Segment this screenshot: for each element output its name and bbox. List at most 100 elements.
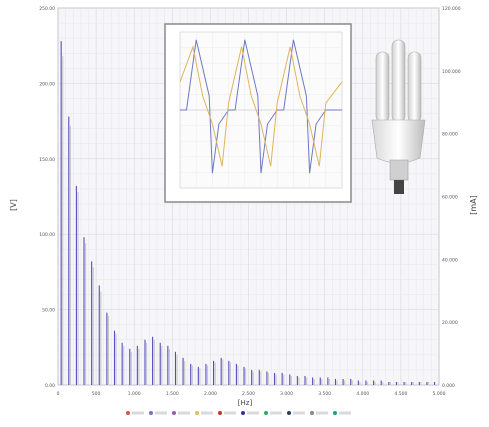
cfl-bulb-icon (371, 39, 426, 194)
y-tick-label-left: 0.00 (45, 383, 55, 389)
bar-series-2 (176, 354, 178, 385)
bar-series-1 (258, 369, 260, 385)
bar-series-2 (168, 348, 170, 385)
bar-series-2 (252, 371, 254, 385)
bar-series-2 (374, 381, 376, 385)
bar-series-1 (373, 380, 375, 385)
bar-series-2 (283, 374, 285, 385)
bar-series-2 (115, 333, 117, 385)
legend-swatch (310, 411, 314, 415)
x-tick-label: 3.000 (280, 391, 293, 397)
bar-series-1 (228, 360, 230, 385)
bar-series-1 (426, 381, 428, 385)
bar-series-1 (235, 363, 237, 385)
inset-lines (179, 39, 343, 174)
bar-series-1 (304, 375, 306, 385)
y-tick-label-left: 50.00 (42, 308, 55, 314)
bar-series-2 (344, 380, 346, 385)
bar-series-1 (113, 330, 116, 385)
bar-series-1 (68, 116, 70, 386)
bar-series-1 (98, 285, 100, 385)
bar-series-1 (251, 369, 253, 385)
bar-series-1 (159, 342, 161, 385)
legend-swatch (218, 411, 222, 415)
legend-entry-text (339, 411, 351, 415)
x-tick-label: 1.000 (128, 391, 141, 397)
bar-series-1 (243, 366, 245, 385)
legend-swatch (172, 411, 176, 415)
bar-series-1 (174, 351, 177, 385)
bar-series-2 (389, 381, 391, 385)
bar-series-1 (83, 237, 85, 385)
y-tick-label-right: 60.000 (442, 195, 458, 201)
bar-series-2 (92, 267, 94, 385)
bar-series-1 (190, 363, 192, 385)
bar-series-2 (359, 381, 361, 385)
legend-swatch (287, 411, 291, 415)
legend-swatch (149, 411, 153, 415)
bar-series-1 (106, 312, 108, 385)
bar-series-1 (205, 363, 207, 385)
y-tick-label-right: 120.000 (442, 6, 461, 12)
bar-series-1 (60, 41, 62, 386)
bar-series-2 (214, 362, 216, 385)
legend-swatch (195, 411, 199, 415)
bar-series-1 (342, 378, 344, 385)
x-tick-label: 5.000 (433, 391, 446, 397)
bar-series-2 (153, 339, 155, 385)
bar-series-2 (382, 381, 384, 385)
bar-series-1 (167, 345, 169, 385)
bar-series-2 (290, 375, 292, 385)
bar-series-1 (273, 372, 276, 385)
bar-series-1 (395, 381, 397, 385)
x-tick-label: 1.500 (166, 391, 179, 397)
x-tick-label: 4.500 (394, 391, 407, 397)
bar-series-2 (85, 243, 87, 385)
x-tick-label: 2.000 (204, 391, 217, 397)
bar-series-2 (267, 372, 270, 385)
bar-series-2 (138, 348, 140, 385)
right-y-axis: 0.000 20.000 40.000 60.000 80.000 100.000 120.… (442, 6, 461, 389)
y-axis-label-right: [mA] (469, 195, 478, 215)
bar-series-2 (237, 365, 239, 385)
bar-series-1 (380, 380, 382, 385)
y-axis-label-left: [V] (9, 199, 18, 211)
y-tick-label-right: 40.000 (442, 257, 458, 263)
legend-entry-text (224, 411, 236, 415)
bar-series-1 (266, 371, 268, 385)
bar-series-1 (136, 345, 138, 385)
bar-series-2 (298, 377, 300, 385)
bar-series-1 (327, 377, 329, 385)
bar-series-1 (152, 336, 154, 385)
inset-line-2 (179, 44, 343, 167)
bar-series-1 (281, 372, 283, 385)
bar-series-2 (306, 377, 308, 385)
y-tick-label-right: 0.000 (442, 383, 455, 389)
legend-swatch (241, 411, 245, 415)
bar-series-1 (312, 377, 314, 385)
bar-series-2 (328, 378, 331, 385)
x-tick-label: 500 (92, 391, 101, 397)
legend-entry-text (316, 411, 328, 415)
bar-series-2 (420, 381, 422, 385)
bar-series-2 (275, 374, 277, 385)
x-tick-label: 0 (57, 391, 60, 397)
bar-series-2 (351, 380, 353, 385)
bar-series-1 (418, 381, 420, 385)
inset-line-1 (180, 39, 342, 174)
bar-series-2 (161, 345, 163, 385)
x-tick-label: 4.000 (356, 391, 369, 397)
y-tick-label-right: 80.000 (442, 132, 458, 138)
legend-entry-text (155, 411, 167, 415)
bar-series-2 (100, 291, 102, 385)
bar-series-2 (321, 378, 323, 385)
bar-series-2 (222, 359, 224, 385)
legend-swatch (333, 411, 337, 415)
y-tick-label-left: 150.00 (39, 157, 55, 163)
y-tick-label-left: 100.00 (39, 232, 55, 238)
legend-entry-text (293, 411, 305, 415)
bar-series-1 (403, 381, 405, 385)
left-y-axis: 0.00 50.00 100.00 150.00 200.00 250.00 (39, 6, 55, 389)
